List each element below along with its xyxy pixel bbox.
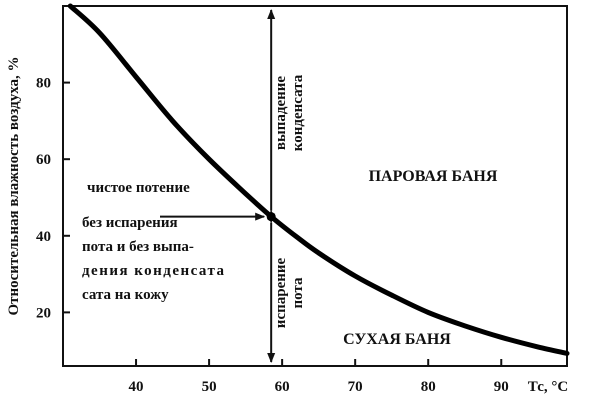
neutral-label-4: сата на кожу: [82, 287, 169, 303]
neutral-label-2: пота и без выпа-: [82, 239, 194, 255]
x-tick-label: 60: [275, 379, 290, 395]
y-axis-ticks: 20 40 60 80: [36, 76, 70, 321]
dry-bath-label: СУХАЯ БАНЯ: [343, 331, 451, 348]
condensation-label-1: выпадение: [273, 76, 289, 150]
y-axis-label: Относительная влажность воздуха, %: [6, 56, 22, 315]
x-tick-label: 80: [421, 379, 436, 395]
y-tick-label: 80: [36, 76, 51, 92]
evaporation-label-2: пота: [290, 277, 306, 308]
humidity-temperature-curve: [67, 3, 570, 356]
pure-sweating-label: чистое потение: [87, 180, 190, 196]
x-axis-ticks: 40 50 60 70 80 90: [129, 359, 509, 395]
neutral-label-1: без испарения: [82, 215, 178, 231]
steam-bath-label: ПАРОВАЯ БАНЯ: [369, 168, 498, 185]
y-tick-label: 20: [36, 305, 51, 321]
x-tick-label: 50: [202, 379, 217, 395]
x-axis-label: Тс, °С: [528, 379, 568, 395]
equilibrium-point: [266, 212, 276, 222]
x-tick-label: 40: [129, 379, 144, 395]
x-tick-label: 70: [348, 379, 363, 395]
neutral-label-3: дения конденсата: [82, 263, 225, 279]
x-tick-label: 90: [494, 379, 509, 395]
plot-frame: [62, 5, 568, 367]
evaporation-label-1: испарение: [273, 257, 289, 328]
condensation-label-2: конденсата: [290, 74, 306, 151]
y-tick-label: 40: [36, 229, 51, 245]
y-tick-label: 60: [36, 152, 51, 168]
